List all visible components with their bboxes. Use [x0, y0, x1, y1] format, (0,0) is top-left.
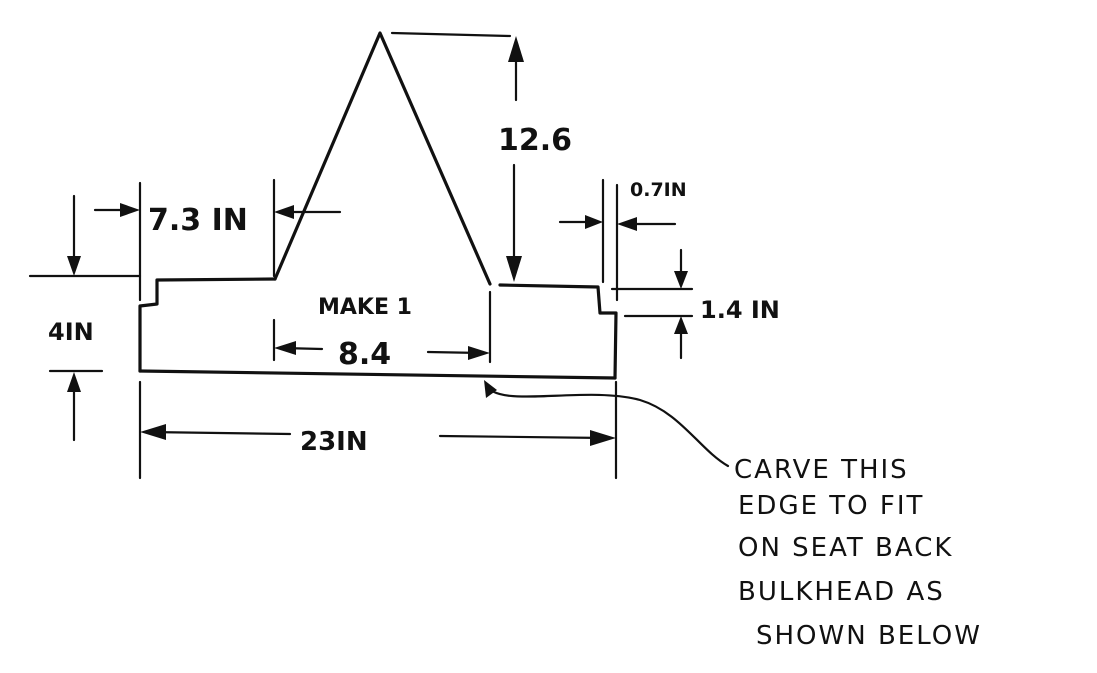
- carve-note: CARVE THIS EDGE TO FIT ON SEAT BACK BULK…: [734, 455, 982, 651]
- arrow-head: [67, 256, 81, 276]
- arrow-head: [274, 341, 296, 355]
- right-edge: [498, 283, 618, 380]
- label-right-step-width: 0.7IN: [630, 179, 687, 201]
- ext-peak-top: [390, 31, 512, 38]
- dim-23-right: [438, 434, 608, 440]
- arrow-head: [590, 430, 616, 446]
- dimension-labels: 7.3 IN 12.6 0.7IN 4IN 1.4 IN MAKE 1 8.4 …: [48, 123, 780, 457]
- arrow-head: [508, 36, 524, 62]
- leader-line: [484, 380, 730, 468]
- bottom-edge: [138, 369, 617, 380]
- dimension-lines: [67, 36, 688, 446]
- arrow-head: [120, 203, 140, 217]
- label-peak-height: 12.6: [498, 123, 572, 158]
- arrow-head: [585, 215, 603, 229]
- arrow-head: [617, 217, 637, 231]
- label-overall-width: 23IN: [300, 427, 368, 457]
- extension-lines: [28, 31, 694, 480]
- left-edge: [138, 277, 277, 373]
- arrow-head: [140, 424, 166, 440]
- label-base-top-width: 8.4: [338, 337, 391, 372]
- arrow-head: [468, 346, 490, 360]
- note-line: ON SEAT BACK: [738, 533, 953, 563]
- note-line: EDGE TO FIT: [738, 491, 924, 521]
- arrow-head: [674, 271, 688, 289]
- part-outline: [138, 31, 618, 380]
- note-line: CARVE THIS: [734, 455, 909, 485]
- label-make: MAKE 1: [318, 295, 412, 320]
- arrow-head: [674, 316, 688, 334]
- label-right-step-height: 1.4 IN: [700, 296, 780, 324]
- arrow-head: [67, 372, 81, 392]
- dim-23-left: [146, 430, 292, 436]
- label-left-step-width: 7.3 IN: [148, 203, 248, 238]
- arrow-head: [484, 380, 497, 398]
- peak-outline: [273, 31, 492, 286]
- arrow-head: [274, 205, 294, 219]
- note-line: BULKHEAD AS: [738, 577, 945, 607]
- arrow-head: [506, 256, 522, 282]
- label-left-height: 4IN: [48, 318, 94, 346]
- note-line: SHOWN BELOW: [756, 621, 982, 651]
